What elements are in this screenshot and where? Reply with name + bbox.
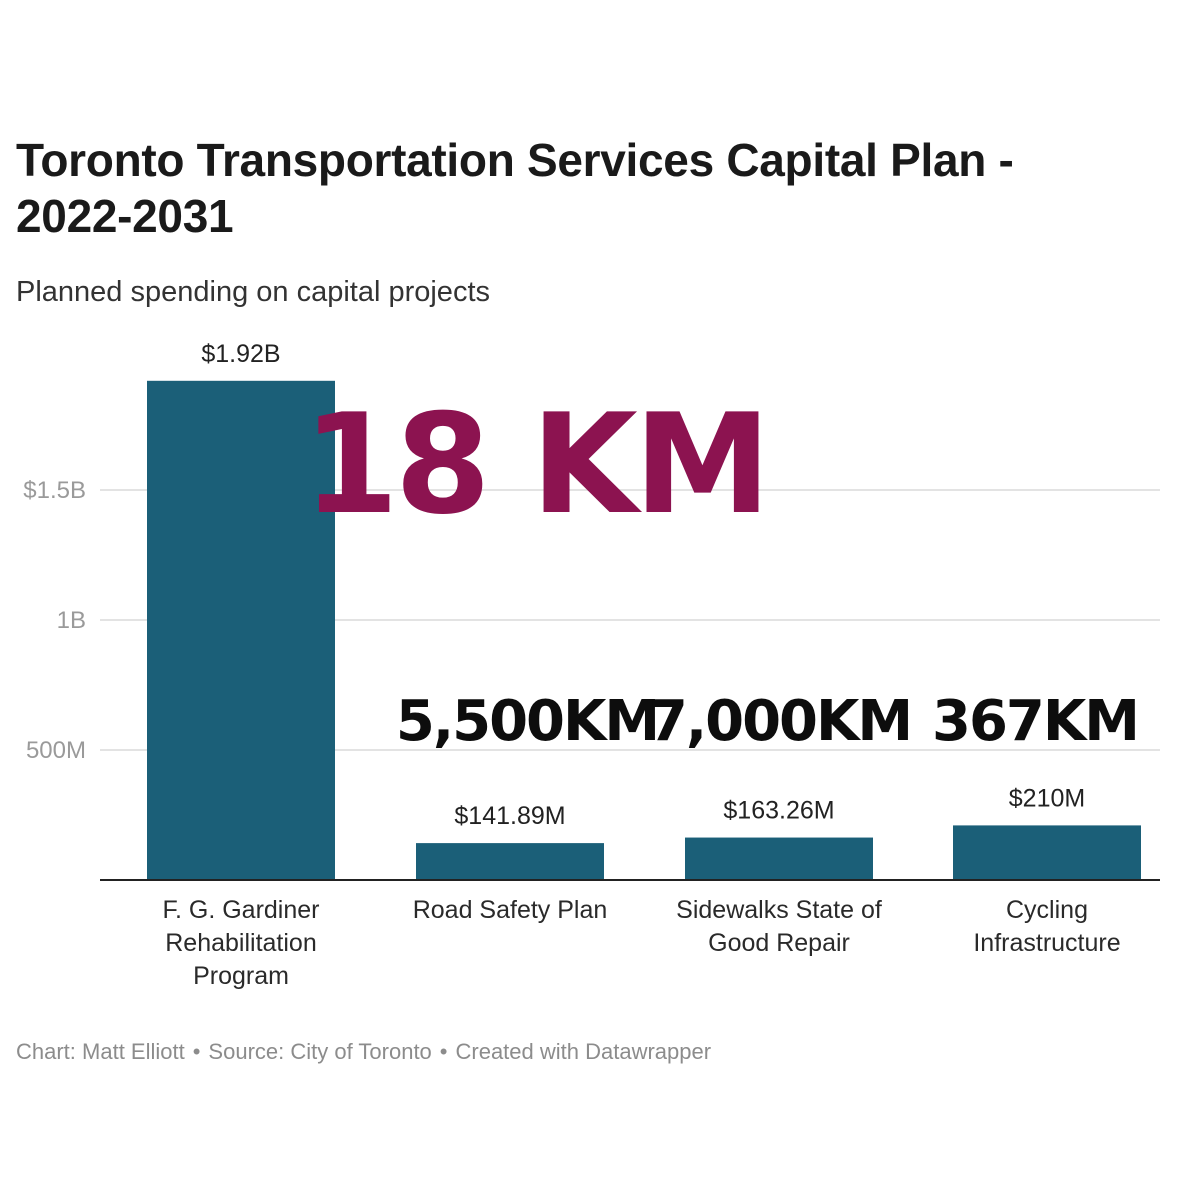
category-label: Program <box>193 962 289 990</box>
category-label: Rehabilitation <box>165 929 317 957</box>
bar <box>685 837 873 880</box>
bar <box>953 825 1141 880</box>
bar-value-label: $163.26M <box>723 797 834 825</box>
bars <box>147 380 1141 880</box>
distance-overlay-label: 7,000KM <box>649 689 911 754</box>
bar-value-label: $141.89M <box>454 802 565 830</box>
chart-subtitle: Planned spending on capital projects <box>16 276 490 308</box>
category-labels: F. G. Gardiner Rehabilitation Program Road … <box>163 896 1121 990</box>
category-label: Cycling <box>1006 896 1088 924</box>
bar-value-label: $1.92B <box>201 340 280 368</box>
chart-source: Source: City of Toronto <box>208 1039 432 1064</box>
category-label: Sidewalks State of <box>676 896 882 924</box>
bar <box>416 843 604 880</box>
created-with: Created with Datawrapper <box>455 1039 712 1064</box>
chart-footer: Chart: Matt Elliott • Source: City of Toro… <box>16 1038 711 1066</box>
category-label: F. G. Gardiner <box>163 896 320 924</box>
y-tick-label: $1.5B <box>23 477 86 504</box>
y-tick-label: 1B <box>57 607 86 634</box>
distance-overlay-label: 18 KM <box>303 384 767 545</box>
category-label: Infrastructure <box>973 929 1120 957</box>
distance-overlay-label: 367KM <box>932 689 1138 754</box>
category-label: Good Repair <box>708 929 850 957</box>
category-label: Road Safety Plan <box>413 896 608 924</box>
footer-separator: • <box>439 1039 448 1064</box>
value-labels: $1.92B $141.89M $163.26M $210M <box>201 340 1085 830</box>
chart-credit: Chart: Matt Elliott <box>16 1039 185 1064</box>
y-tick-label: 500M <box>26 737 86 764</box>
footer-separator: • <box>192 1039 201 1064</box>
bar-value-label: $210M <box>1009 784 1085 812</box>
bar <box>147 380 335 880</box>
distance-overlay-label: 5,500KM <box>396 689 658 754</box>
chart-title: Toronto Transportation Services Capital … <box>16 134 1014 242</box>
